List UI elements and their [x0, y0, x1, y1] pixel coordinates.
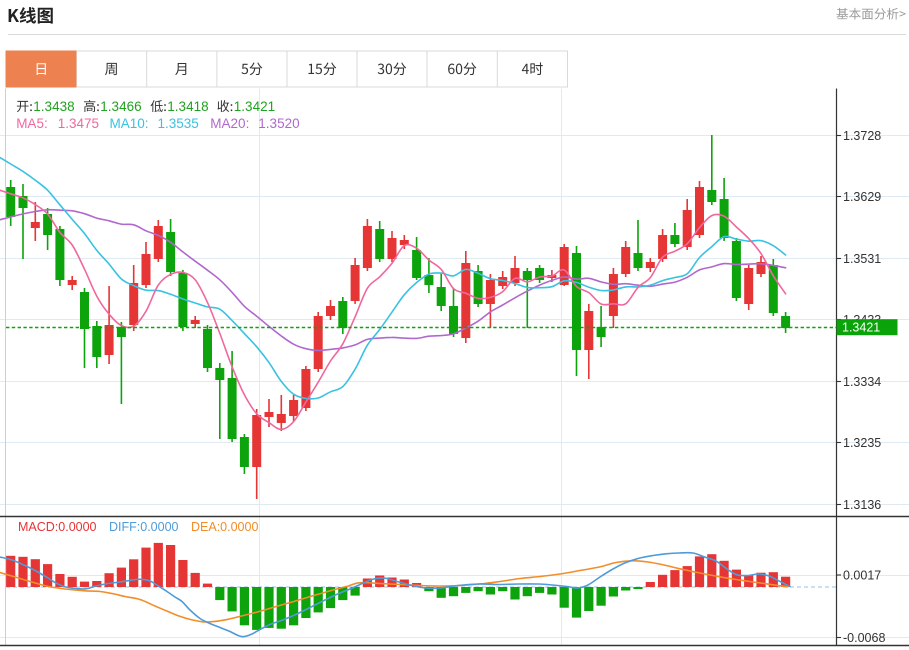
svg-text:1.3629: 1.3629: [843, 190, 881, 204]
svg-text:-0.0068: -0.0068: [843, 631, 885, 645]
svg-text:1.3136: 1.3136: [843, 498, 881, 512]
svg-text:MA10:: MA10:: [110, 116, 149, 131]
svg-text:1.3475: 1.3475: [58, 116, 99, 131]
svg-text:1.3438: 1.3438: [33, 99, 74, 114]
svg-text:MA5:: MA5:: [16, 116, 48, 131]
svg-text:DEA:0.0000: DEA:0.0000: [191, 520, 258, 534]
svg-text:1.3520: 1.3520: [258, 116, 299, 131]
svg-text:1.3418: 1.3418: [167, 99, 208, 114]
svg-text:0.0017: 0.0017: [843, 568, 881, 582]
svg-text:DIFF:0.0000: DIFF:0.0000: [109, 520, 179, 534]
svg-text:1.3535: 1.3535: [158, 116, 199, 131]
svg-text:1.3728: 1.3728: [843, 129, 881, 143]
svg-text:1.3531: 1.3531: [843, 252, 881, 266]
svg-text:1.3421: 1.3421: [842, 321, 880, 335]
svg-text:MA20:: MA20:: [210, 116, 249, 131]
svg-text:1.3466: 1.3466: [100, 99, 141, 114]
svg-text:1.3334: 1.3334: [843, 375, 881, 389]
svg-text:1.3421: 1.3421: [234, 99, 275, 114]
svg-text:MACD:0.0000: MACD:0.0000: [18, 520, 97, 534]
svg-text:1.3235: 1.3235: [843, 436, 881, 450]
